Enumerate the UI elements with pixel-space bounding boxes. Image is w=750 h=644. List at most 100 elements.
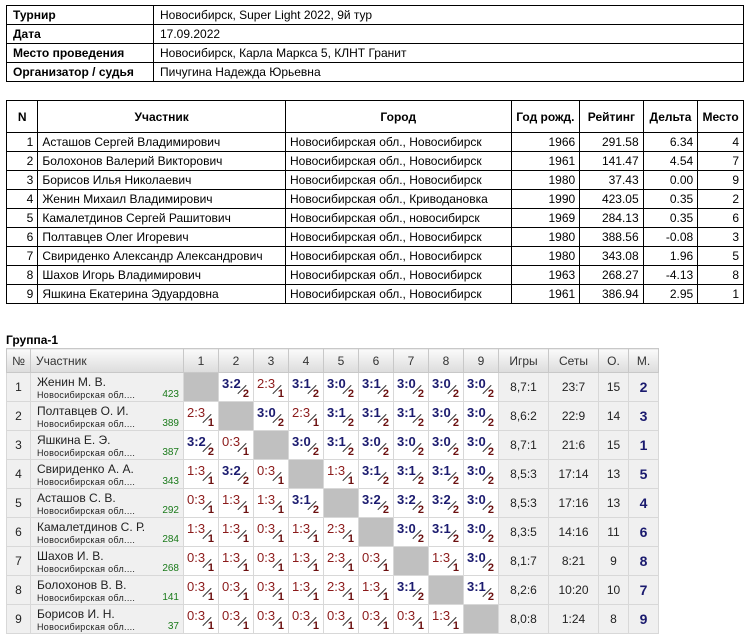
column-header: 6 [358,348,394,373]
match-score: 2:3 [187,405,206,420]
match-score: 3:0 [292,434,311,449]
match-result-cell: 0:3 1 [183,575,219,605]
match-points: 2 [312,446,319,458]
match-score: 1:3 [292,521,311,536]
sets: 21:6 [548,430,599,460]
match-score: 3:2 [222,376,241,391]
match-score: 3:1 [327,434,346,449]
match-score: 1:3 [257,492,276,507]
player-region: Новосибирская обл.... [37,448,136,458]
info-row: Организатор / судья Пичугина Надежда Юрье… [6,62,744,82]
match-result-cell: 2:3 1 [288,401,324,431]
cell-place: 3 [697,227,744,247]
match-points: 2 [417,475,424,487]
match-points: 2 [417,388,424,400]
cell-city: Новосибирская обл., Новосибирск [284,170,512,190]
cell-rating: 268.27 [579,265,644,285]
row-number: 5 [6,488,31,518]
cell-birth-year: 1980 [510,170,581,190]
info-label: Организатор / судья [6,62,154,82]
match-result-cell: 3:0 2 [323,372,359,402]
match-points: 2 [487,562,494,574]
sets: 17:14 [548,459,599,489]
player-name: Асташов С. В. [37,491,116,505]
match-points: 2 [277,417,284,429]
match-points: 1 [207,562,214,574]
cell-rating: 291.58 [579,132,644,152]
match-result-cell: 3:0 2 [393,517,429,547]
cell-place: 8 [697,265,744,285]
cell-birth-year: 1963 [510,265,581,285]
match-points: 2 [452,475,459,487]
match-result-cell: 3:2 2 [428,488,464,518]
self-cell [253,430,289,460]
column-header: М. [628,348,659,373]
cell-name: Яшкина Екатерина Эдуардовна [37,284,286,304]
column-header: 8 [428,348,464,373]
player-rating: 387 [162,447,179,458]
match-result-cell: 0:3 1 [358,604,394,634]
match-result-cell: 3:2 2 [358,488,394,518]
match-score: 3:0 [432,376,451,391]
cell-name: Шахов Игорь Владимирович [37,265,286,285]
sets: 14:16 [548,517,599,547]
match-result-cell: 3:0 2 [428,372,464,402]
column-header: 5 [323,348,359,373]
match-result-cell: 3:1 2 [288,372,324,402]
table-row: 1 Асташов Сергей Владимирович Новосибирска… [5,132,744,152]
player-rating: 37 [167,621,179,632]
player-cell: Камалетдинов С. Р. Новосибирская обл.... 2… [30,517,184,547]
participants-table: N Участник Город Год рожд. Рейтинг Дельта Мест… [5,100,744,304]
cell-number: 7 [5,246,39,266]
match-points: 1 [207,591,214,603]
match-points: 2 [452,504,459,516]
column-header: N [5,100,39,133]
match-points: 2 [207,446,214,458]
games: 8,7:1 [498,430,549,460]
player-rating: 292 [162,505,179,516]
match-points: 2 [382,417,389,429]
match-score: 0:3 [257,608,276,623]
match-points: 2 [487,475,494,487]
match-score: 1:3 [187,521,206,536]
match-points: 2 [452,417,459,429]
match-score: 3:2 [432,492,451,507]
cell-name: Асташов Сергей Владимирович [37,132,286,152]
match-points: 2 [242,475,249,487]
place: 2 [628,372,659,402]
match-result-cell: 3:0 2 [463,401,499,431]
match-result-cell: 3:0 2 [463,372,499,402]
match-result-cell: 0:3 1 [253,546,289,576]
row-number: 7 [6,546,31,576]
match-result-cell: 1:3 1 [253,488,289,518]
cell-delta: 6.34 [642,132,699,152]
match-result-cell: 3:0 2 [253,401,289,431]
match-score: 3:0 [467,376,486,391]
match-points: 2 [312,504,319,516]
match-score: 0:3 [257,579,276,594]
column-header: Год рожд. [510,100,581,133]
match-points: 1 [207,533,214,545]
points: 13 [598,488,629,518]
table-row: 9 Яшкина Екатерина Эдуардовна Новосибирска… [5,284,744,304]
match-score: 3:1 [362,376,381,391]
match-result-cell: 0:3 1 [183,546,219,576]
match-points: 2 [382,446,389,458]
match-points: 1 [277,591,284,603]
match-result-cell: 2:3 1 [183,401,219,431]
cell-delta: 0.00 [642,170,699,190]
cell-birth-year: 1980 [510,227,581,247]
match-result-cell: 3:1 2 [323,430,359,460]
points: 15 [598,372,629,402]
cell-delta: 1.96 [642,246,699,266]
match-score: 2:3 [292,405,311,420]
match-result-cell: 3:1 2 [463,575,499,605]
match-score: 1:3 [292,579,311,594]
match-points: 1 [277,533,284,545]
place: 9 [628,604,659,634]
group-row: 3 Яшкина Е. Э. Новосибирская обл.... 387 3:2… [6,430,659,460]
match-score: 3:0 [467,434,486,449]
match-result-cell: 1:3 1 [428,604,464,634]
match-points: 1 [382,562,389,574]
cell-number: 5 [5,208,39,228]
